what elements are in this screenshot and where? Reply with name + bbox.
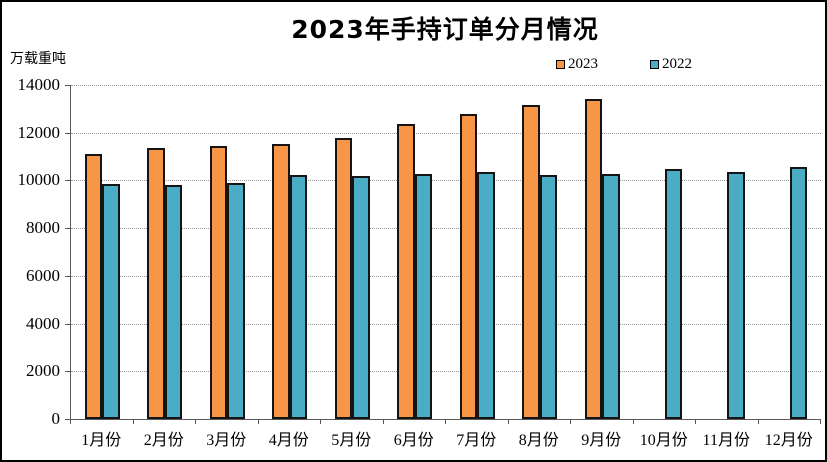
- legend-item-2022: 2022: [650, 56, 692, 73]
- y-axis-tick-label-4000: 4000: [26, 313, 60, 333]
- y-axis-tick-10000: [65, 180, 70, 182]
- bar-2022-7月份: [477, 171, 495, 419]
- gridline-14000: [71, 85, 821, 86]
- legend-label-2022: 2022: [662, 56, 692, 72]
- y-axis-tick-6000: [65, 275, 70, 277]
- y-axis-tick-label-0: 0: [51, 409, 61, 428]
- bar-2022-8月份: [539, 175, 558, 419]
- bar-2022-11月份: [727, 171, 745, 419]
- x-axis-tick-11: [757, 419, 759, 424]
- y-axis-tick-8000: [65, 228, 70, 230]
- chart-title: 2023年手持订单分月情况: [291, 15, 599, 44]
- x-axis-category-label-5月份: 5月份: [331, 432, 372, 449]
- x-axis-tick-8: [570, 419, 571, 424]
- bar-2023-6月份: [397, 123, 415, 419]
- gridline-4000: [71, 323, 821, 325]
- legend-swatch-2023-icon: [556, 60, 565, 69]
- x-axis-category-label-10月份: 10月份: [639, 432, 688, 449]
- y-axis-tick-2000: [65, 371, 70, 373]
- x-axis-category-label-6月份: 6月份: [393, 432, 434, 449]
- y-axis-unit-label: 万载重吨: [10, 52, 66, 67]
- x-axis-category-label-8月份: 8月份: [518, 432, 559, 449]
- bar-2022-5月份: [352, 175, 370, 419]
- y-axis-tick-12000: [65, 132, 70, 134]
- y-axis-tick-label-14000: 14000: [17, 75, 61, 94]
- y-axis-tick-4000: [65, 323, 70, 325]
- bar-2022-4月份: [289, 174, 308, 419]
- y-axis-tick-0: [65, 419, 70, 420]
- x-axis-tick-10: [695, 419, 696, 424]
- x-axis-tick-9: [632, 419, 634, 424]
- legend-swatch-2022-icon: [650, 60, 659, 69]
- bar-2023-9月份: [584, 99, 603, 419]
- y-axis-tick-label-6000: 6000: [26, 265, 60, 285]
- bar-2022-9月份: [602, 174, 620, 419]
- x-axis-category-label-1月份: 1月份: [81, 432, 122, 449]
- y-axis-tick-label-10000: 10000: [17, 170, 61, 190]
- gridline-12000: [71, 132, 821, 134]
- gridline-2000: [71, 371, 821, 373]
- bar-2023-4月份: [272, 144, 290, 419]
- x-axis-tick-7: [507, 419, 509, 424]
- bar-2023-8月份: [522, 105, 540, 419]
- x-axis-tick-1: [132, 419, 134, 424]
- gridline-10000: [71, 180, 821, 182]
- bar-2022-2月份: [164, 185, 183, 419]
- x-axis-tick-12: [820, 419, 821, 424]
- bar-2023-3月份: [209, 145, 228, 419]
- x-axis-tick-4: [320, 419, 321, 424]
- y-axis-tick-label-2000: 2000: [26, 361, 60, 381]
- bar-2022-6月份: [414, 173, 433, 419]
- bar-2022-10月份: [664, 169, 683, 419]
- legend-label-2023: 2023: [568, 56, 598, 72]
- x-axis-tick-0: [70, 419, 71, 424]
- plot-area: [70, 85, 821, 420]
- gridline-8000: [71, 228, 821, 230]
- legend-item-2023: 2023: [556, 56, 598, 73]
- x-axis-category-label-9月份: 9月份: [581, 432, 622, 449]
- bar-2023-1月份: [84, 153, 103, 419]
- gridline-6000: [71, 275, 821, 277]
- y-axis-tick-label-12000: 12000: [17, 122, 61, 142]
- bar-2023-5月份: [334, 137, 353, 419]
- x-axis-category-label-4月份: 4月份: [268, 432, 309, 449]
- x-axis-category-label-11月份: 11月份: [702, 432, 750, 449]
- bar-2023-2月份: [147, 148, 165, 419]
- x-axis-tick-6: [445, 419, 446, 424]
- x-axis-tick-5: [382, 419, 384, 424]
- x-axis-tick-3: [257, 419, 259, 424]
- y-axis-tick-label-8000: 8000: [26, 218, 60, 238]
- bar-2022-12月份: [789, 167, 808, 419]
- x-axis-category-label-7月份: 7月份: [456, 432, 497, 449]
- x-axis-tick-2: [195, 419, 196, 424]
- bar-2023-7月份: [459, 113, 478, 419]
- bar-2022-1月份: [102, 183, 120, 419]
- x-axis-category-label-12月份: 12月份: [764, 432, 813, 449]
- bar-2022-3月份: [227, 182, 245, 419]
- x-axis-category-label-2月份: 2月份: [143, 432, 184, 449]
- x-axis-category-label-3月份: 3月份: [206, 432, 247, 449]
- y-axis-tick-14000: [65, 85, 70, 86]
